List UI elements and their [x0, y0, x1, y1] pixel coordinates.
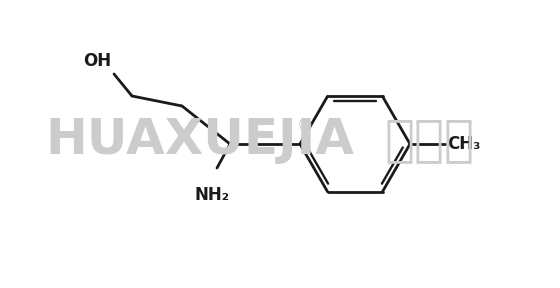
Text: 化学加: 化学加	[385, 116, 475, 164]
Text: HUAXUEJIA: HUAXUEJIA	[45, 116, 354, 164]
Text: NH₂: NH₂	[194, 186, 230, 204]
Text: CH₃: CH₃	[447, 135, 480, 153]
Text: ®: ®	[297, 117, 313, 135]
Text: OH: OH	[83, 52, 111, 70]
